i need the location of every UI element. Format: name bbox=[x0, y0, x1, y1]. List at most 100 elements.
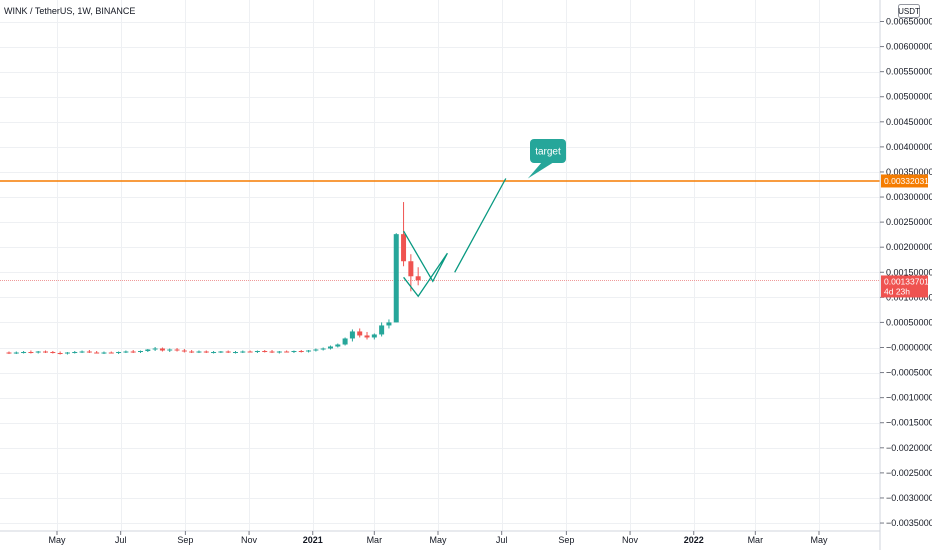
last-price-tag-box bbox=[881, 275, 928, 298]
candle-body bbox=[64, 352, 70, 354]
candle-body bbox=[101, 352, 107, 354]
y-tick-label: −0.00050000 bbox=[886, 368, 932, 378]
y-tick-label: −0.00100000 bbox=[886, 393, 932, 403]
candle-body bbox=[298, 351, 304, 353]
candle-body bbox=[306, 350, 312, 352]
candle-body bbox=[189, 351, 195, 353]
x-tick-label: Jul bbox=[115, 535, 127, 545]
x-axis[interactable]: May Jul Sep Nov 2021 Mar May Jul Sep Nov 2022 Mar Ma… bbox=[48, 531, 828, 545]
candle-body bbox=[371, 334, 377, 338]
candle-body bbox=[116, 352, 122, 354]
y-tick-label: 0.00250000 bbox=[886, 217, 932, 227]
target-price-tag-box bbox=[881, 174, 928, 188]
candle-body bbox=[145, 349, 151, 352]
countdown-label: 4d 23h bbox=[884, 286, 910, 296]
candle-body bbox=[269, 351, 275, 353]
candle-body bbox=[386, 322, 392, 326]
candle-body bbox=[159, 348, 165, 351]
annotation-callout[interactable]: target bbox=[527, 139, 566, 179]
candle-body bbox=[152, 348, 158, 350]
candle-body bbox=[13, 352, 19, 354]
x-tick-label: 2021 bbox=[303, 535, 323, 545]
candle-body bbox=[167, 349, 173, 351]
y-tick-label: 0.00200000 bbox=[886, 242, 932, 252]
candle-body bbox=[225, 351, 231, 353]
y-tick-label: 0.00600000 bbox=[886, 42, 932, 52]
y-axis[interactable]: 0.00650000 0.00600000 0.00550000 0.00500000… bbox=[880, 17, 932, 529]
candle-body bbox=[21, 352, 27, 354]
y-tick-label: −0.00300000 bbox=[886, 493, 932, 503]
candle-body bbox=[393, 234, 399, 323]
y-tick-label: 0.00650000 bbox=[886, 17, 932, 27]
candle-body bbox=[284, 351, 290, 353]
candle-body bbox=[291, 351, 297, 353]
candle-body bbox=[50, 352, 56, 354]
y-tick-label: −0.00000000 bbox=[886, 343, 932, 353]
x-tick-label: Mar bbox=[748, 535, 764, 545]
y-tick-label: 0.00400000 bbox=[886, 142, 932, 152]
y-tick-label: 0.00050000 bbox=[886, 317, 932, 327]
candle-body bbox=[79, 351, 85, 353]
candle-body bbox=[130, 351, 136, 353]
candle-body bbox=[349, 331, 355, 339]
candle-body bbox=[28, 352, 34, 354]
candle-body bbox=[138, 351, 144, 353]
candle-body bbox=[327, 346, 333, 349]
candle-body bbox=[94, 352, 100, 354]
grid-lines bbox=[0, 0, 880, 531]
y-tick-label: −0.00150000 bbox=[886, 418, 932, 428]
currency-badge-label: USDT bbox=[898, 7, 920, 16]
callout-box bbox=[530, 139, 566, 163]
candle-body bbox=[262, 351, 268, 353]
horizontal-line-layer bbox=[0, 180, 880, 281]
y-tick-label: 0.00350000 bbox=[886, 167, 932, 177]
chart-title: WINK / TetherUS, 1W, BINANCE bbox=[4, 6, 135, 16]
candle-body bbox=[196, 351, 202, 353]
candle-body bbox=[335, 344, 341, 347]
last-price-tag-label: 0.00133701 bbox=[884, 276, 929, 286]
candle-body bbox=[415, 276, 421, 281]
candle-body bbox=[247, 351, 253, 353]
candle-body bbox=[379, 325, 385, 335]
y-tick-label: −0.00200000 bbox=[886, 443, 932, 453]
candle-body bbox=[174, 349, 180, 351]
y-tick-label: −0.00350000 bbox=[886, 518, 932, 528]
candle-body bbox=[357, 331, 363, 336]
y-tick-label: −0.00250000 bbox=[886, 468, 932, 478]
candle-body bbox=[276, 351, 282, 353]
x-tick-label: 2022 bbox=[684, 535, 704, 545]
currency-badge[interactable]: USDT bbox=[898, 4, 920, 18]
candle-body bbox=[342, 338, 348, 345]
candle-body bbox=[232, 352, 238, 354]
candle-body bbox=[86, 351, 92, 353]
currency-badge-box bbox=[898, 4, 920, 18]
candle-body bbox=[57, 353, 63, 355]
x-tick-label: Jul bbox=[496, 535, 508, 545]
candle-body bbox=[203, 351, 209, 353]
x-tick-label: May bbox=[48, 535, 66, 545]
candle-body bbox=[35, 351, 41, 353]
x-tick-label: Nov bbox=[241, 535, 258, 545]
candle-body bbox=[181, 350, 187, 352]
candle-body bbox=[6, 352, 12, 354]
candles-layer bbox=[6, 202, 421, 355]
target-price-tag: 0.00332031 bbox=[881, 174, 929, 188]
x-tick-label: Mar bbox=[367, 535, 383, 545]
y-tick-label: 0.00150000 bbox=[886, 267, 932, 277]
x-tick-label: Nov bbox=[622, 535, 639, 545]
candle-body bbox=[254, 351, 260, 353]
candle-body bbox=[364, 335, 370, 338]
callout-tail bbox=[527, 162, 554, 179]
projection-trendline bbox=[454, 178, 507, 273]
callout-label: target bbox=[535, 147, 561, 158]
candle-body bbox=[72, 352, 78, 354]
candle-body bbox=[43, 351, 49, 353]
x-tick-label: Sep bbox=[177, 535, 193, 545]
candle-body bbox=[218, 351, 224, 353]
y-tick-label: 0.00300000 bbox=[886, 192, 932, 202]
x-tick-label: Sep bbox=[558, 535, 574, 545]
candle-body bbox=[401, 234, 407, 262]
